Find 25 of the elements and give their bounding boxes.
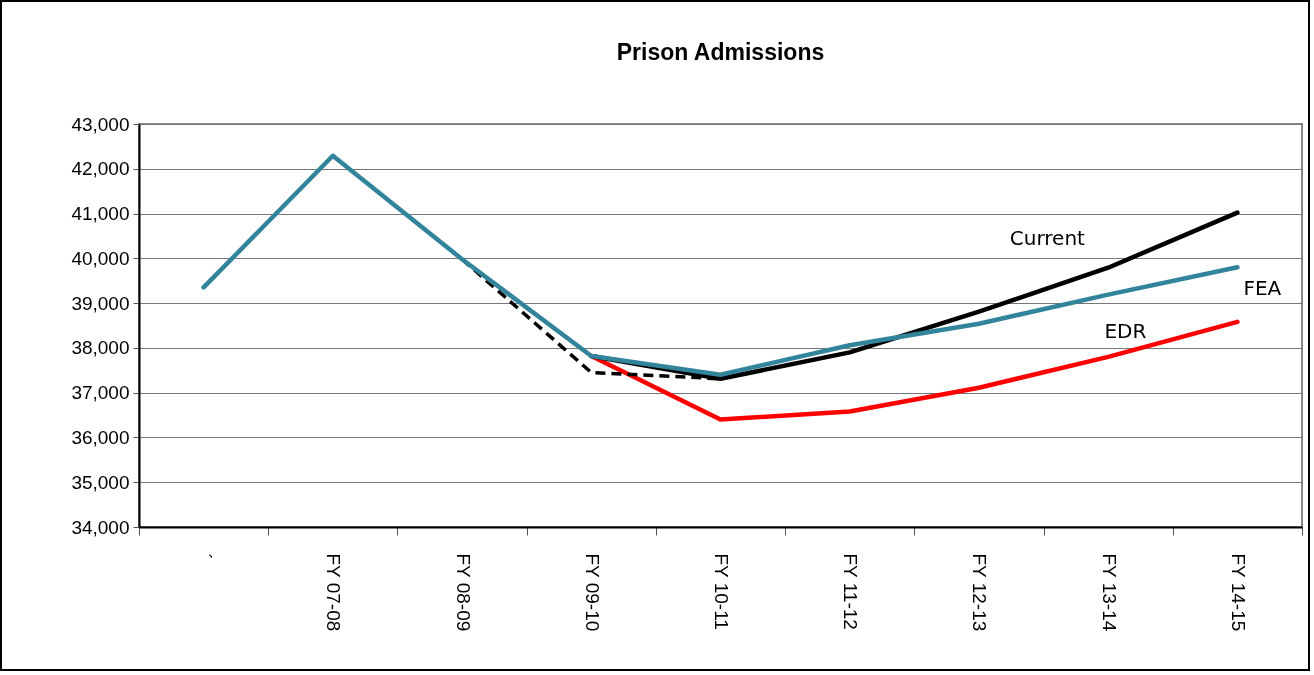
y-tick-label: 38,000 xyxy=(71,337,130,359)
y-tick-label: 35,000 xyxy=(71,471,130,493)
x-tick-label: FY 09-10 xyxy=(581,553,603,632)
y-tick-label: 36,000 xyxy=(71,426,130,448)
y-tick-label: 39,000 xyxy=(71,292,130,314)
y-tick-label: 37,000 xyxy=(71,382,130,404)
x-tick-label: FY 08-09 xyxy=(452,553,474,632)
x-tick-label: FY 10-11 xyxy=(711,553,732,630)
y-tick-label: 41,000 xyxy=(71,203,130,225)
y-tick-label: 40,000 xyxy=(71,247,130,269)
y-tick-label: 43,000 xyxy=(71,113,130,135)
line-series xyxy=(201,153,1240,378)
line-series xyxy=(589,319,1240,422)
series-label: EDR xyxy=(1104,318,1147,343)
x-tick-label: FY 13-14 xyxy=(1098,553,1120,632)
y-tick-label: 34,000 xyxy=(71,516,130,538)
x-tick-label: FY 11-12 xyxy=(840,553,862,630)
x-tick-label: FY 12-13 xyxy=(969,553,991,632)
x-tick-label: FY 07-08 xyxy=(323,553,345,632)
chart-title: Prison Admissions xyxy=(616,39,825,65)
x-tick-label: ´ xyxy=(194,553,216,560)
y-tick-label: 42,000 xyxy=(71,158,130,180)
x-tick-label: FY 14-15 xyxy=(1227,553,1249,632)
series-label: Current xyxy=(1009,225,1086,250)
series-label: FEA xyxy=(1243,276,1282,301)
